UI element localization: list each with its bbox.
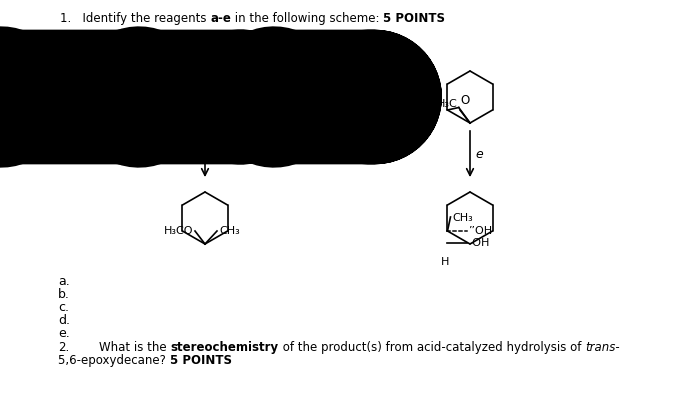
Text: O: O bbox=[76, 93, 85, 106]
Text: c.: c. bbox=[58, 301, 69, 314]
Text: trans-: trans- bbox=[585, 341, 620, 354]
Text: d: d bbox=[395, 81, 403, 94]
Text: 1.   Identify the reagents: 1. Identify the reagents bbox=[60, 12, 210, 25]
Text: c: c bbox=[210, 148, 217, 160]
Text: b.: b. bbox=[58, 288, 70, 301]
Text: d.: d. bbox=[58, 314, 70, 327]
Text: a.: a. bbox=[58, 275, 70, 288]
Text: What is the: What is the bbox=[69, 341, 171, 354]
Text: CH₃: CH₃ bbox=[219, 105, 239, 115]
Text: e: e bbox=[475, 148, 483, 160]
Text: 5 POINTS: 5 POINTS bbox=[384, 12, 445, 25]
Text: a-e: a-e bbox=[210, 12, 231, 25]
Text: stereochemistry: stereochemistry bbox=[171, 341, 279, 354]
Text: CH₃: CH₃ bbox=[340, 103, 360, 113]
Text: HO: HO bbox=[164, 105, 181, 115]
Text: a: a bbox=[136, 81, 144, 94]
Text: H: H bbox=[441, 257, 449, 267]
Text: CH₃: CH₃ bbox=[452, 213, 473, 223]
Text: CH₃: CH₃ bbox=[219, 226, 239, 236]
Text: e.: e. bbox=[58, 327, 70, 340]
Text: O: O bbox=[461, 94, 470, 107]
Text: b: b bbox=[263, 81, 271, 94]
Text: H₃C: H₃C bbox=[438, 99, 458, 109]
Text: -OH: -OH bbox=[468, 238, 490, 248]
Text: 5 POINTS: 5 POINTS bbox=[169, 354, 232, 367]
Text: H₃CO: H₃CO bbox=[164, 226, 193, 236]
Text: in the following scheme:: in the following scheme: bbox=[231, 12, 384, 25]
Text: of the product(s) from acid-catalyzed hydrolysis of: of the product(s) from acid-catalyzed hy… bbox=[279, 341, 585, 354]
Text: 5,6-epoxydecane?: 5,6-epoxydecane? bbox=[58, 354, 169, 367]
Text: 2.: 2. bbox=[58, 341, 69, 354]
Text: ’’OH: ’’OH bbox=[468, 226, 493, 236]
